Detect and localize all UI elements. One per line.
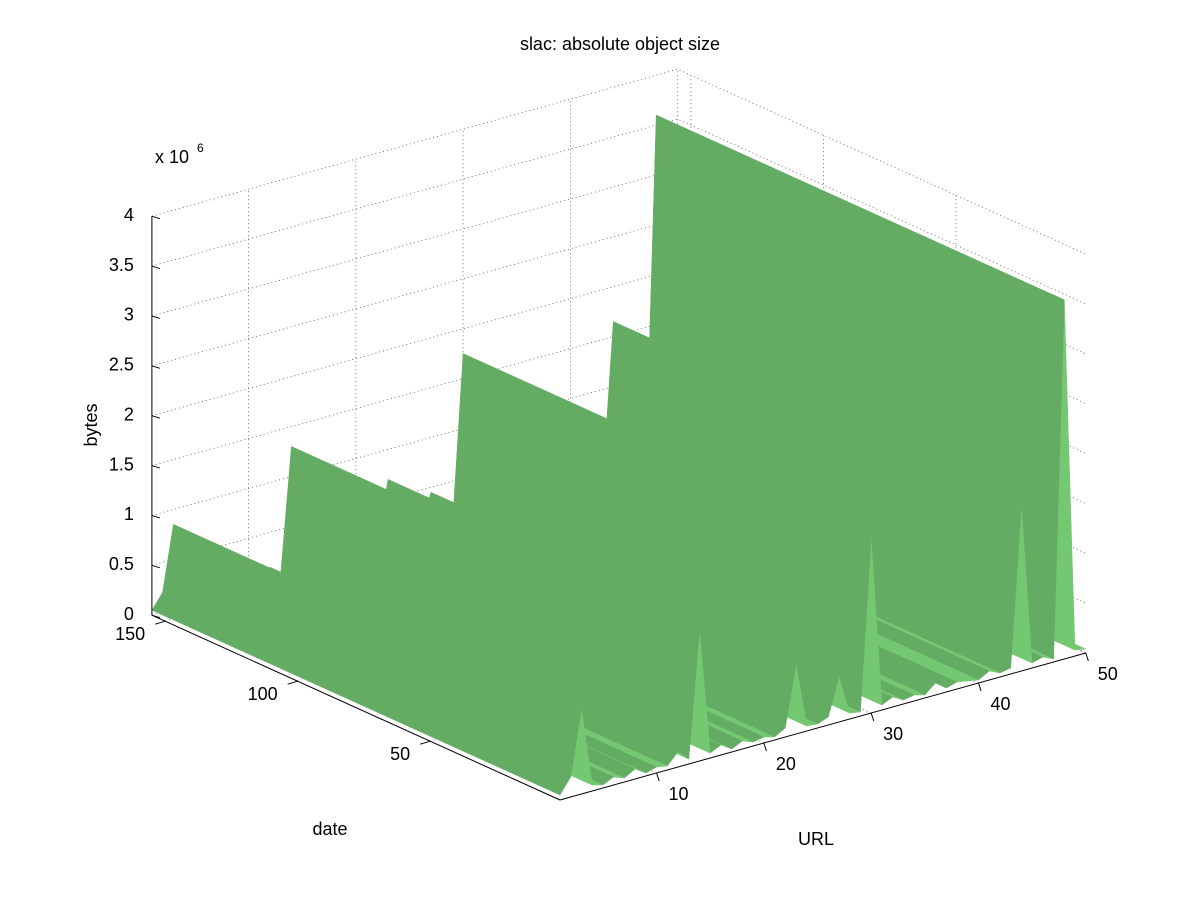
z-tick bbox=[151, 564, 161, 569]
z-axis-label: bytes bbox=[81, 403, 101, 446]
x-tick-label: 30 bbox=[883, 724, 903, 744]
z-tick bbox=[151, 415, 161, 419]
z-tick bbox=[151, 315, 161, 319]
y-tick bbox=[287, 680, 298, 685]
z-tick bbox=[151, 365, 161, 369]
url-axis-label: URL bbox=[798, 829, 834, 849]
x-tick-label: 40 bbox=[990, 694, 1010, 714]
y-tick bbox=[420, 740, 431, 745]
x-tick bbox=[656, 772, 660, 782]
x-tick bbox=[870, 712, 875, 722]
z-tick bbox=[151, 465, 161, 469]
x-tick bbox=[1085, 652, 1089, 662]
url-axis bbox=[559, 652, 1086, 801]
z-tick-label: 2.5 bbox=[109, 355, 134, 375]
grid-line bbox=[151, 118, 1086, 305]
z-tick bbox=[151, 265, 161, 270]
chart-title: slac: absolute object size bbox=[520, 34, 720, 54]
y-tick bbox=[155, 620, 166, 625]
grid-line bbox=[151, 68, 1086, 255]
y-tick-label: 50 bbox=[390, 744, 410, 764]
z-tick-label: 3.5 bbox=[109, 255, 134, 275]
z-tick-label: 3 bbox=[124, 305, 134, 325]
date-axis-label: date bbox=[312, 819, 347, 839]
z-tick-label: 4 bbox=[124, 205, 134, 225]
x-tick-label: 50 bbox=[1098, 664, 1118, 684]
z-tick-label: 1 bbox=[124, 504, 134, 524]
x-tick bbox=[763, 742, 767, 752]
z-tick-label: 0 bbox=[124, 604, 134, 624]
x-tick-label: 10 bbox=[669, 784, 689, 804]
x-tick bbox=[977, 682, 982, 692]
y-tick-label: 150 bbox=[115, 624, 145, 644]
z-scale-label: x 10 bbox=[155, 147, 189, 167]
surface-strip bbox=[151, 591, 572, 796]
date-axis bbox=[151, 614, 561, 801]
x-tick-label: 20 bbox=[776, 754, 796, 774]
z-scale-exponent: 6 bbox=[197, 141, 204, 155]
z-tick-label: 2 bbox=[124, 404, 134, 424]
z-tick bbox=[151, 514, 161, 519]
z-tick bbox=[151, 215, 161, 220]
y-tick-label: 100 bbox=[248, 684, 278, 704]
z-tick-label: 0.5 bbox=[109, 554, 134, 574]
z-tick bbox=[151, 614, 161, 619]
z-tick-label: 1.5 bbox=[109, 454, 134, 474]
